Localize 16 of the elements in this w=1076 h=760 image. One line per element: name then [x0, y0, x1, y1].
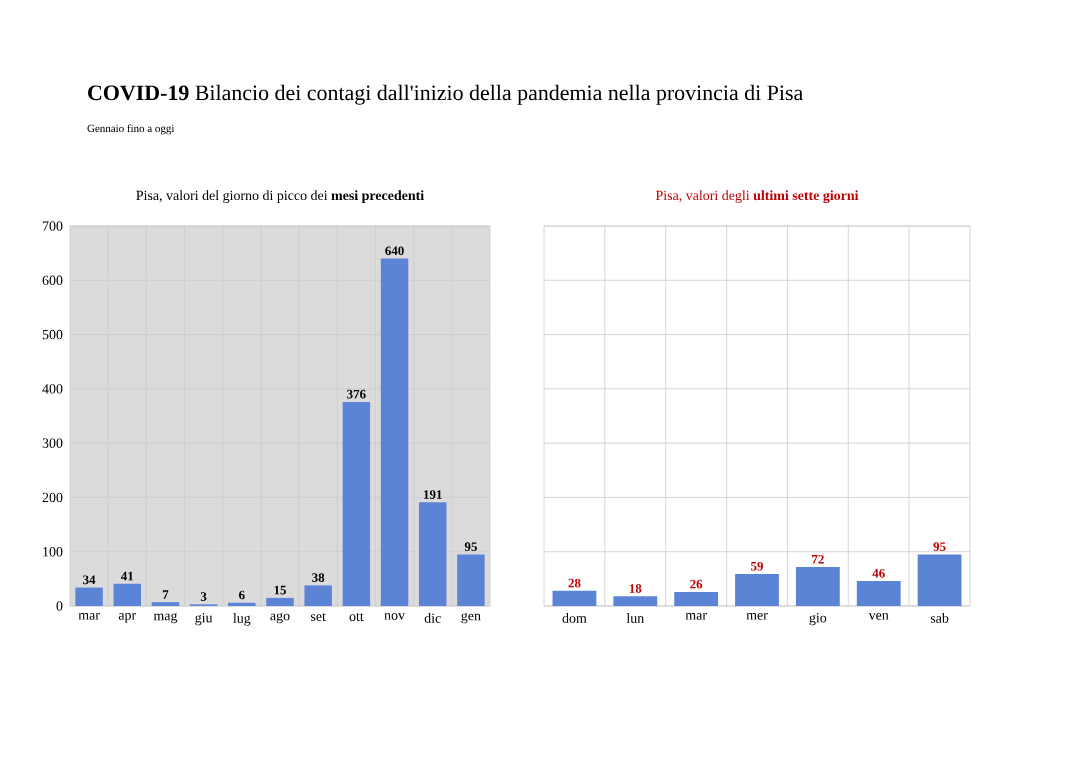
bar: [342, 401, 371, 606]
bar: [75, 587, 103, 606]
bar: [735, 573, 779, 606]
bar: [113, 583, 142, 606]
bar: [266, 597, 294, 606]
bar: [418, 502, 447, 606]
bar: [795, 566, 840, 606]
bar: [552, 590, 597, 606]
bar: [380, 258, 409, 606]
bar: [674, 591, 719, 606]
bar: [917, 554, 962, 606]
bar: [457, 554, 485, 606]
bar: [304, 585, 332, 606]
bar: [613, 596, 658, 606]
chart-title: COVID-19 Bilancio dei contagi dall'inizio della pandemia nella provincia di Pisa: [88, 84, 803, 105]
bar: [856, 581, 901, 606]
